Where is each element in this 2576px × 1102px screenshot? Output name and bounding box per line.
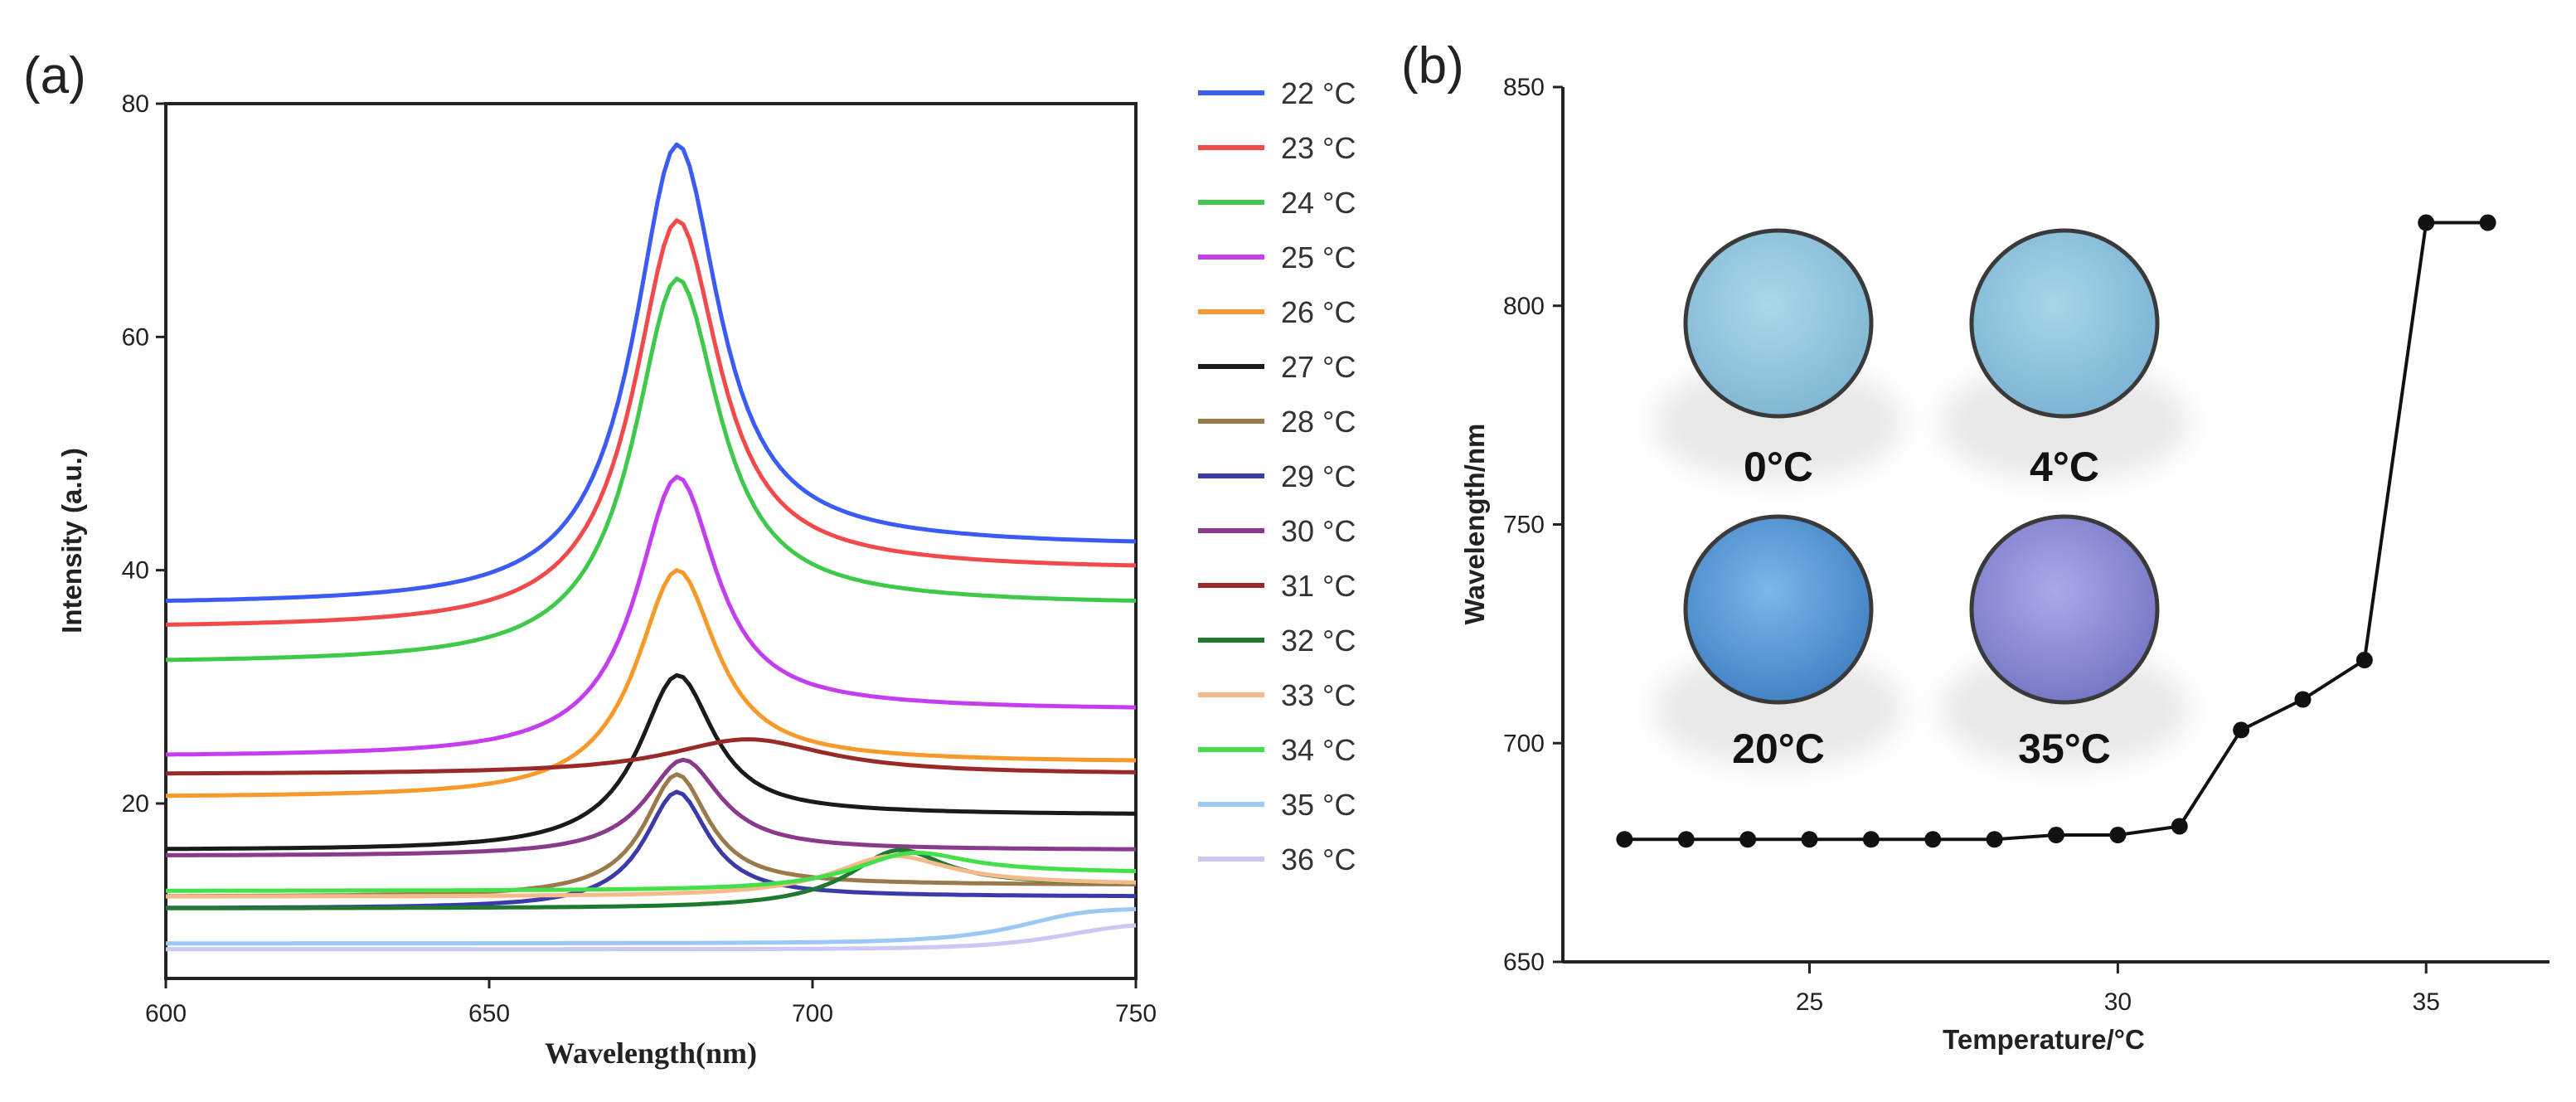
data-point [1986, 831, 2003, 848]
series-line [165, 276, 1137, 663]
series-line [166, 850, 1137, 893]
sample-photo [1969, 228, 2160, 419]
legend-label: 28 °C [1281, 405, 1356, 439]
data-point [2479, 214, 2496, 231]
plot-b-y-label: Wavelength/nm [1459, 424, 1490, 625]
data-point [2109, 827, 2127, 844]
y-tick-label: 80 [122, 90, 149, 118]
sample-temperature-label: 4°C [2030, 444, 2099, 490]
data-point [1862, 831, 1880, 848]
series-line [166, 923, 1137, 952]
data-point [2048, 827, 2064, 844]
data-point [2171, 818, 2188, 835]
data-point [1677, 831, 1695, 848]
sample-temperature-label: 0°C [1744, 444, 1813, 490]
legend-label: 25 °C [1281, 240, 1356, 274]
series-line [166, 737, 1137, 776]
x-tick-label: 650 [468, 1000, 510, 1027]
legend-label: 26 °C [1281, 295, 1356, 329]
series-line [165, 218, 1137, 627]
data-point [1801, 831, 1818, 848]
y-tick-label: 700 [1503, 730, 1545, 757]
series-line [165, 142, 1137, 604]
data-point [1616, 831, 1633, 848]
plot-b-x-ticks: 25 30 35 [1796, 962, 2440, 1016]
y-tick-label: 750 [1503, 512, 1545, 539]
sample-photo [1683, 514, 1874, 705]
sample-photo [1683, 228, 1874, 419]
x-tick-label: 600 [145, 1000, 187, 1027]
plot-b-y-ticks: 650 700 750 800 850 [1503, 74, 1563, 976]
x-tick-label: 750 [1115, 1000, 1157, 1027]
y-tick-label: 800 [1503, 293, 1545, 320]
plot-a-series [165, 142, 1137, 952]
legend-label: 27 °C [1281, 350, 1356, 384]
plot-b-series [1616, 214, 2496, 848]
legend-label: 29 °C [1281, 459, 1356, 493]
data-point [2233, 721, 2250, 739]
plot-a-x-ticks: 600 650 700 750 [145, 978, 1157, 1027]
series-line [166, 853, 1137, 899]
legend-label: 24 °C [1281, 186, 1356, 220]
y-tick-label: 650 [1503, 949, 1545, 976]
plot-a-legend: 22 °C 23 °C 24 °C 25 °C 26 °C 27 °C 28 °C 29 °C… [1198, 76, 1356, 876]
panel-a: (a) 20 40 60 80 600 650 700 750 Intensity (a.u… [23, 47, 1356, 1070]
series-line [165, 568, 1137, 799]
x-tick-label: 30 [2104, 988, 2132, 1016]
legend-label: 32 °C [1281, 624, 1356, 658]
plot-a-y-ticks: 20 40 60 80 [122, 90, 166, 818]
legend-label: 23 °C [1281, 131, 1356, 165]
sample-temperature-label: 20°C [1732, 726, 1825, 772]
plot-a-x-label: Wavelength(nm) [545, 1036, 757, 1070]
data-point [2418, 214, 2435, 231]
panel-b-label: (b) [1401, 37, 1464, 95]
data-point [1924, 831, 1942, 848]
plot-b-insets: 0°C 4°C 20°C 35°C [1654, 228, 2189, 772]
sample-temperature-label: 35°C [2018, 726, 2111, 772]
legend-label: 31 °C [1281, 569, 1356, 603]
y-tick-label: 850 [1503, 74, 1545, 101]
series-line [165, 672, 1136, 852]
series-line [165, 474, 1137, 757]
series-line [166, 757, 1137, 857]
y-tick-label: 20 [122, 790, 149, 818]
legend-label: 36 °C [1281, 842, 1356, 876]
series-line [166, 847, 1137, 910]
legend-label: 33 °C [1281, 678, 1356, 712]
plot-b-x-label: Temperature/°C [1943, 1024, 2145, 1055]
legend-label: 22 °C [1281, 76, 1356, 110]
legend-label: 34 °C [1281, 733, 1356, 767]
panel-b: (b) 650 700 750 800 850 25 30 35 0°C 4°C 20°C 35°… [1401, 37, 2549, 1055]
x-tick-label: 700 [792, 1000, 833, 1027]
y-tick-label: 40 [122, 557, 149, 585]
data-point [1739, 831, 1757, 848]
legend-label: 35 °C [1281, 788, 1356, 822]
x-tick-label: 35 [2413, 988, 2440, 1016]
series-line [166, 906, 1137, 946]
x-tick-label: 25 [1796, 988, 1823, 1016]
sample-photo [1969, 514, 2160, 705]
data-point [2355, 652, 2373, 669]
panel-a-label: (a) [23, 47, 86, 104]
y-tick-label: 60 [122, 323, 149, 351]
plot-a-y-label: Intensity (a.u.) [56, 448, 87, 634]
data-point [2294, 691, 2312, 708]
legend-label: 30 °C [1281, 514, 1356, 548]
